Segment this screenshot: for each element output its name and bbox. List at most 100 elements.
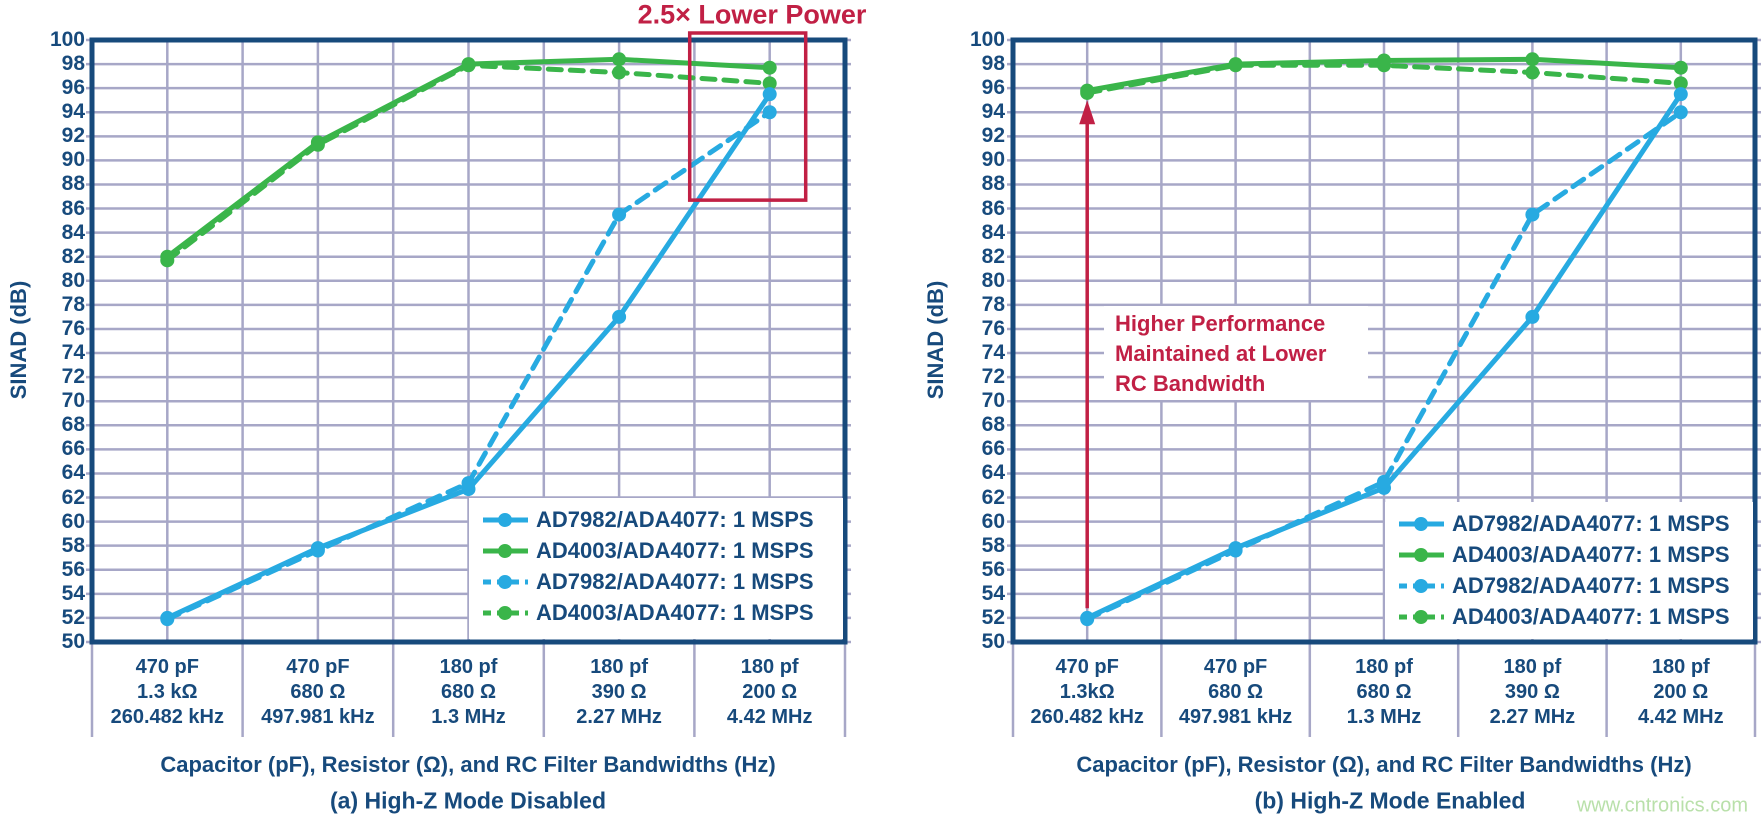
legend-item-label: AD7982/ADA4077: 1 MSPS [536, 506, 814, 532]
legend-item-label: AD4003/ADA4077: 1 MSPS [1452, 603, 1730, 629]
legend-marker-dashed-green-icon [1399, 609, 1444, 624]
data-point [1673, 60, 1688, 75]
y-tick-label: 52 [981, 605, 1005, 629]
y-tick-label: 92 [981, 124, 1005, 148]
plot-border-0 [89, 37, 848, 645]
legend-marker-dashed-cyan-icon [1399, 578, 1444, 593]
x-category-label-line: 260.482 kHz [1030, 706, 1144, 728]
y-tick-label: 56 [981, 557, 1005, 581]
y-tick-label: 72 [981, 365, 1005, 389]
x-category-label-line: 497.981 kHz [1178, 706, 1293, 728]
legend-marker-dashed-cyan-icon [483, 574, 528, 589]
y-tick-label: 58 [61, 533, 85, 557]
y-tick-label: 60 [981, 509, 1005, 533]
legend-item: AD7982/ADA4077: 1 MSPS [481, 566, 843, 597]
y-tick-label: 90 [61, 148, 85, 172]
y-tick-label: 74 [61, 341, 85, 365]
x-category-label-line: 1.3kΩ [1059, 681, 1115, 703]
x-category-label: 180 pf 680 Ω 1.3 MHz [1309, 655, 1459, 730]
y-tick-label: 100 [969, 28, 1005, 51]
y-tick-label: 88 [981, 172, 1005, 196]
plot-border-1 [1010, 37, 1758, 645]
annotation-higher-performance-text: Higher Performance Maintained at Lower RC … [1115, 309, 1326, 399]
data-point [762, 76, 777, 91]
y-tick-label: 94 [61, 100, 85, 124]
data-point [612, 52, 627, 67]
y-tick-label: 58 [981, 533, 1005, 557]
data-point [1080, 612, 1095, 627]
performance-arrow-head-icon [1079, 100, 1096, 125]
data-point [1525, 52, 1540, 67]
data-point [1228, 58, 1243, 73]
legend-item: AD4003/ADA4077: 1 MSPS [481, 597, 843, 628]
y-tick-label: 98 [61, 52, 85, 76]
y-tick-label: 74 [981, 341, 1005, 365]
x-category-label-line: 680 Ω [1356, 681, 1412, 703]
x-category-label-line: 4.42 MHz [726, 706, 813, 728]
legend-right: AD7982/ADA4077: 1 MSPS AD4003/ADA4077: 1 … [1385, 502, 1753, 639]
series-1 [1080, 52, 1688, 627]
x-category-label-line: 470 pF [135, 656, 199, 678]
x-category-label-line: 1.3 kΩ [137, 681, 198, 703]
x-category-label-line: 390 Ω [1504, 681, 1560, 703]
y-tick-label: 64 [61, 461, 85, 485]
y-tick-label: 62 [981, 485, 1005, 509]
data-point [762, 87, 777, 102]
x-category-label: 470 pF 680 Ω 497.981 kHz [1161, 655, 1311, 730]
y-tick-label: 66 [61, 437, 85, 461]
y-tick-label: 54 [981, 581, 1005, 605]
y-tick-label: 82 [61, 244, 85, 268]
y-tick-label: 50 [61, 630, 85, 653]
x-category-label: 470 pF 1.3kΩ 260.482 kHz [1012, 655, 1162, 730]
annotation-lower-power-label: 2.5× Lower Power [637, 0, 867, 30]
y-tick-label: 94 [981, 100, 1005, 124]
data-point [612, 309, 627, 324]
y-tick-label: 84 [61, 220, 85, 244]
x-category-label: 180 pf 390 Ω 2.27 MHz [544, 655, 694, 730]
x-category-label: 470 pF 1.3 kΩ 260.482 kHz [92, 655, 242, 730]
x-category-label-line: 680 Ω [441, 681, 496, 703]
data-point [1228, 543, 1243, 558]
y-tick-label: 50 [981, 630, 1005, 653]
x-category-label-line: 4.42 MHz [1638, 706, 1724, 728]
data-point [612, 65, 627, 80]
y-tick-label: 98 [981, 52, 1005, 76]
x-category-label-line: 180 pf [1355, 656, 1413, 678]
x-category-label-line: 470 pF [1203, 656, 1268, 678]
y-tick-label: 96 [981, 76, 1005, 100]
legend-left: AD7982/ADA4077: 1 MSPS AD4003/ADA4077: 1 … [469, 498, 843, 639]
x-category-label-line: 180 pf [1503, 656, 1562, 678]
x-category-label-line: 1.3 MHz [431, 706, 506, 728]
y-tick-label: 86 [61, 196, 85, 220]
data-point [461, 58, 476, 73]
data-point [1673, 76, 1688, 91]
series-0 [160, 52, 777, 627]
annotation-text-line: Higher Performance [1115, 311, 1326, 336]
legend-item: AD7982/ADA4077: 1 MSPS [481, 504, 843, 535]
legend-item: AD4003/ADA4077: 1 MSPS [481, 535, 843, 566]
x-category-label-line: 2.27 MHz [1489, 706, 1576, 728]
x-category-label: 180 pf 200 Ω 4.42 MHz [1606, 655, 1756, 730]
y-tick-label: 78 [61, 292, 85, 316]
x-category-label-line: 497.981 kHz [261, 706, 375, 728]
legend-marker-solid-cyan-icon [1399, 516, 1444, 531]
y-tick-label: 86 [981, 196, 1005, 220]
data-point [461, 476, 476, 491]
legend-item-label: AD4003/ADA4077: 1 MSPS [536, 599, 814, 625]
data-point [1673, 87, 1688, 102]
data-point [1525, 207, 1540, 222]
chart-caption-right: (b) High-Z Mode Enabled [1254, 787, 1526, 814]
y-tick-label: 80 [61, 268, 85, 292]
y-tick-label: 84 [981, 220, 1005, 244]
y-tick-label: 76 [61, 316, 85, 340]
x-category-label-line: 2.27 MHz [576, 706, 662, 728]
y-tick-label: 70 [61, 389, 85, 413]
data-point [612, 207, 627, 222]
legend-item-label: AD4003/ADA4077: 1 MSPS [536, 537, 814, 563]
y-tick-label: 60 [61, 509, 85, 533]
x-category-label-line: 390 Ω [591, 681, 647, 703]
y-tick-label: 56 [61, 557, 85, 581]
x-category-label-line: 180 pf [590, 656, 648, 678]
x-category-label: 180 pf 390 Ω 2.27 MHz [1457, 655, 1607, 730]
